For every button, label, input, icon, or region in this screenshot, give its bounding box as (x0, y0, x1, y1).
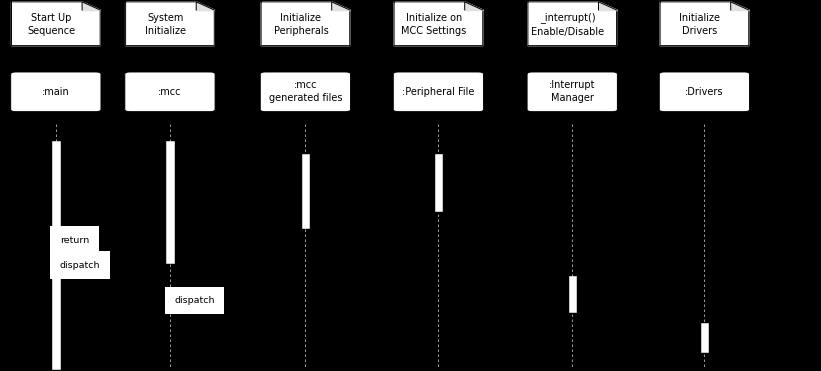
Polygon shape (196, 2, 214, 10)
Polygon shape (332, 2, 350, 10)
Text: dispatch: dispatch (60, 261, 100, 270)
Polygon shape (11, 2, 100, 46)
Text: dispatch: dispatch (174, 296, 214, 305)
Polygon shape (599, 2, 617, 10)
FancyBboxPatch shape (393, 72, 484, 112)
Polygon shape (82, 2, 100, 10)
Text: :Interrupt
Manager: :Interrupt Manager (549, 80, 595, 104)
FancyBboxPatch shape (260, 72, 351, 112)
FancyBboxPatch shape (659, 72, 750, 112)
Bar (166, 141, 174, 263)
Polygon shape (465, 2, 483, 10)
Text: :main: :main (42, 87, 70, 97)
Text: _interrupt()
Enable/Disable: _interrupt() Enable/Disable (531, 13, 604, 37)
Text: Initialize
Drivers: Initialize Drivers (680, 13, 720, 36)
Text: Initialize
Peripherals: Initialize Peripherals (273, 13, 328, 36)
Text: return: return (60, 236, 89, 245)
Polygon shape (660, 2, 749, 46)
Text: Start Up
Sequence: Start Up Sequence (27, 13, 76, 36)
FancyBboxPatch shape (527, 72, 617, 112)
Text: :Drivers: :Drivers (686, 87, 723, 97)
Text: System
Initialize: System Initialize (145, 13, 186, 36)
Polygon shape (394, 2, 483, 46)
Bar (569, 276, 576, 312)
FancyBboxPatch shape (11, 72, 101, 112)
Polygon shape (528, 2, 617, 46)
Bar (302, 154, 309, 228)
Bar (701, 323, 709, 352)
Bar (53, 141, 59, 369)
Polygon shape (731, 2, 749, 10)
Bar (435, 154, 443, 211)
FancyBboxPatch shape (125, 72, 215, 112)
Text: :mcc: :mcc (158, 87, 181, 97)
Text: :Peripheral File: :Peripheral File (402, 87, 475, 97)
Polygon shape (261, 2, 350, 46)
Polygon shape (126, 2, 214, 46)
Text: Initialize on
MCC Settings: Initialize on MCC Settings (401, 13, 466, 36)
Text: :mcc
generated files: :mcc generated files (268, 80, 342, 104)
